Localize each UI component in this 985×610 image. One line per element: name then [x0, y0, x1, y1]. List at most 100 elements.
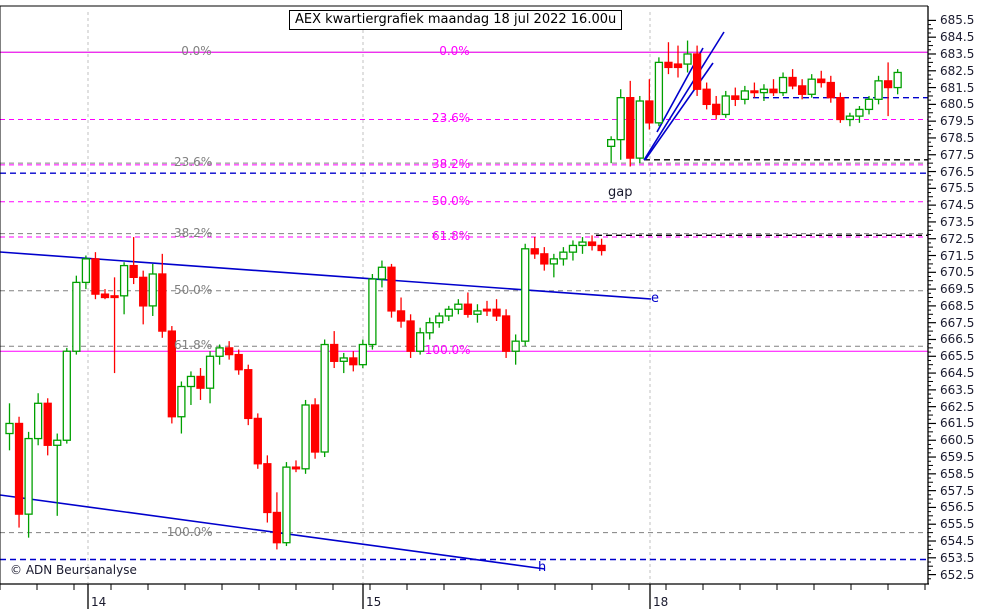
candle-body — [883, 80, 893, 89]
candle-body — [14, 422, 24, 515]
candle-body — [568, 244, 578, 253]
price-axis-tick-label: 672.5 — [940, 231, 975, 246]
price-axis-tick-label: 681.5 — [940, 80, 975, 95]
fib-set-gray-label-23-6%: 23.6% — [174, 155, 213, 170]
fib-set-gray-label-0-0%: 0.0% — [181, 44, 212, 59]
price-axis-tick-label: 662.5 — [940, 399, 975, 414]
trendline-e-label: e — [651, 291, 659, 306]
candle-body — [396, 310, 406, 322]
fib-set-gray-label-50-0%: 50.0% — [174, 282, 213, 297]
candle-body — [673, 63, 683, 69]
candle-body — [549, 258, 558, 265]
candle-body — [282, 466, 291, 544]
candle-body — [874, 80, 883, 100]
candle-body — [769, 88, 778, 94]
price-axis-tick-label: 666.5 — [940, 332, 975, 347]
candle-body — [196, 375, 205, 389]
candle-body — [205, 355, 215, 389]
candle-body — [616, 97, 625, 141]
time-axis-tick-label: 15 — [366, 595, 382, 609]
candle-body — [578, 241, 587, 247]
price-axis-tick-label: 685.5 — [940, 13, 975, 28]
candle-body — [139, 276, 148, 307]
candle-body — [253, 417, 262, 465]
candle-body — [454, 303, 463, 310]
price-axis-tick-label: 659.5 — [940, 450, 975, 465]
fib-set-magenta-label-23-6%: 23.6% — [432, 111, 471, 126]
candle-body — [43, 402, 52, 446]
price-axis-tick-label: 673.5 — [940, 214, 975, 229]
candle-body — [492, 308, 501, 317]
price-axis-tick-label: 663.5 — [940, 382, 975, 397]
candle-body — [559, 251, 568, 260]
candle-body — [339, 357, 348, 362]
candle-body — [778, 76, 788, 94]
gap-annotation: gap — [608, 185, 633, 200]
fib-set-magenta-label-100-0%: 100.0% — [424, 343, 471, 358]
candle-body — [100, 293, 110, 299]
price-axis-tick-label: 652.5 — [940, 567, 975, 582]
fib-set-gray-label-100-0%: 100.0% — [166, 524, 213, 539]
price-axis-tick-label: 678.5 — [940, 130, 975, 145]
chart-title: AEX kwartiergrafiek maandag 18 jul 2022 … — [289, 10, 623, 30]
candle-body — [263, 463, 272, 514]
trendline-channel-lower — [644, 62, 714, 161]
candle-body — [540, 253, 549, 265]
candle-body — [119, 264, 129, 297]
time-axis-tick-label: 14 — [91, 595, 107, 609]
candle-body — [587, 241, 597, 247]
candle-body — [349, 357, 358, 366]
time-axis-tick-label: 18 — [653, 595, 669, 609]
trendline-h-label: h — [538, 560, 547, 575]
price-axis-tick-label: 684.5 — [940, 30, 975, 45]
price-axis-tick-label: 664.5 — [940, 366, 975, 381]
price-axis-tick-label: 671.5 — [940, 248, 975, 263]
candle-body — [272, 511, 282, 544]
candle-body — [158, 273, 167, 332]
candle-body — [425, 322, 434, 334]
candle-body — [301, 404, 310, 470]
candle-body — [358, 343, 368, 366]
price-axis-tick-label: 669.5 — [940, 282, 975, 297]
candle-body — [473, 310, 482, 315]
price-axis-tick-label: 674.5 — [940, 198, 975, 213]
candle-body — [845, 115, 855, 121]
candle-body — [855, 108, 864, 117]
candle-body — [435, 315, 444, 324]
price-axis-tick-label: 670.5 — [940, 265, 975, 280]
candle-body — [607, 138, 616, 148]
candle-body — [482, 308, 492, 312]
price-axis-tick-label: 658.5 — [940, 466, 975, 481]
candle-body — [826, 81, 835, 99]
candle-body — [91, 258, 100, 295]
candle-body — [817, 78, 826, 84]
candle-body — [368, 278, 377, 346]
candle-body — [129, 264, 138, 278]
price-axis-tick-label: 665.5 — [940, 349, 975, 364]
candle-body — [444, 308, 453, 317]
candle-body — [377, 266, 387, 280]
price-axis-tick-label: 676.5 — [940, 164, 975, 179]
candle-body — [750, 90, 759, 94]
candle-body — [148, 273, 157, 307]
fib-set-magenta-label-38-2%: 38.2% — [432, 156, 471, 171]
candle-body — [72, 281, 81, 352]
candle-body — [5, 422, 14, 435]
candle-body — [224, 347, 234, 356]
candle-body — [798, 85, 807, 95]
candle-body — [759, 88, 769, 94]
fib-set-gray-label-61-8%: 61.8% — [174, 338, 213, 353]
price-axis-tick-label: 653.5 — [940, 550, 975, 565]
fib-set-magenta-label-50-0%: 50.0% — [432, 193, 471, 208]
price-axis-tick-label: 682.5 — [940, 63, 975, 78]
candle-body — [635, 100, 644, 159]
candle-body — [712, 103, 721, 116]
candle-body — [24, 437, 33, 515]
candle-body — [167, 330, 177, 418]
candle-body — [415, 332, 425, 352]
candle-body — [626, 97, 635, 159]
price-axis-tick-label: 680.5 — [940, 97, 975, 112]
candle-body — [81, 258, 91, 284]
price-axis-tick-label: 679.5 — [940, 114, 975, 129]
